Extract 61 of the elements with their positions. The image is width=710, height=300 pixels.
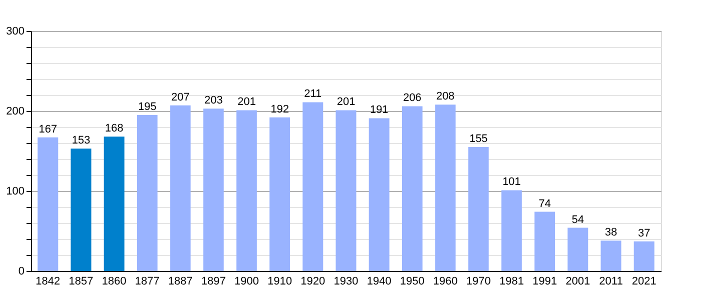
data-label: 206: [403, 92, 422, 104]
x-tick-label: 1860: [102, 276, 126, 288]
bar: [435, 104, 456, 271]
bar: [501, 190, 522, 271]
bar: [203, 108, 224, 271]
x-tick-label: 1940: [366, 276, 392, 288]
data-label: 195: [138, 101, 156, 113]
x-tick-label: 1857: [68, 276, 94, 288]
x-tick-label: 1920: [300, 276, 326, 288]
bar: [70, 148, 92, 271]
bar: [634, 241, 654, 271]
data-label: 54: [572, 214, 584, 226]
data-label: 211: [304, 88, 322, 100]
y-tick-label: 300: [6, 26, 24, 38]
bar: [269, 117, 290, 271]
x-tick-label: 1897: [201, 276, 226, 288]
data-label: 201: [336, 96, 356, 108]
data-label: 208: [436, 90, 455, 103]
x-tick-label: 1991: [532, 276, 557, 288]
x-tick-label: 1900: [234, 276, 259, 288]
bar: [302, 102, 324, 271]
data-label: 192: [270, 103, 289, 116]
x-tick-label: 1887: [168, 276, 193, 288]
bar: [468, 147, 489, 271]
x-tick-label: 2021: [632, 276, 656, 288]
bar: [534, 212, 556, 271]
x-tick-label: 1842: [36, 276, 60, 288]
x-tick-label: 1930: [334, 276, 358, 288]
data-label: 201: [237, 96, 256, 108]
bar: [170, 105, 191, 271]
x-tick-label: 1970: [466, 276, 491, 288]
y-tick-label: 100: [6, 186, 24, 198]
bar: [38, 137, 58, 271]
x-tick-label: 1877: [135, 276, 160, 288]
data-label: 153: [72, 134, 90, 147]
data-label: 37: [638, 227, 650, 240]
data-label: 207: [171, 91, 190, 104]
bar: [368, 118, 390, 271]
x-tick-label: 1960: [433, 276, 458, 288]
data-label: 155: [469, 133, 488, 145]
x-tick-label: 2001: [566, 276, 590, 288]
data-label: 38: [604, 226, 618, 239]
bar: [336, 110, 356, 271]
data-label: 74: [538, 198, 551, 210]
x-tick-label: 1950: [400, 276, 424, 288]
bar: [568, 228, 588, 271]
data-label: 101: [502, 176, 521, 188]
y-tick-label: 0: [18, 266, 24, 278]
bar: [236, 110, 257, 271]
bar: [600, 240, 622, 271]
y-tick-label: 200: [6, 106, 24, 118]
x-tick-label: 1910: [268, 276, 292, 288]
bar: [104, 136, 124, 271]
x-tick-label: 2011: [599, 276, 623, 288]
x-tick-label: 1981: [499, 276, 524, 288]
bar: [402, 106, 423, 271]
data-label: 167: [38, 123, 58, 136]
data-label: 203: [204, 94, 223, 107]
data-label: 191: [370, 104, 388, 116]
bar: [136, 115, 158, 271]
data-label: 168: [104, 122, 124, 135]
